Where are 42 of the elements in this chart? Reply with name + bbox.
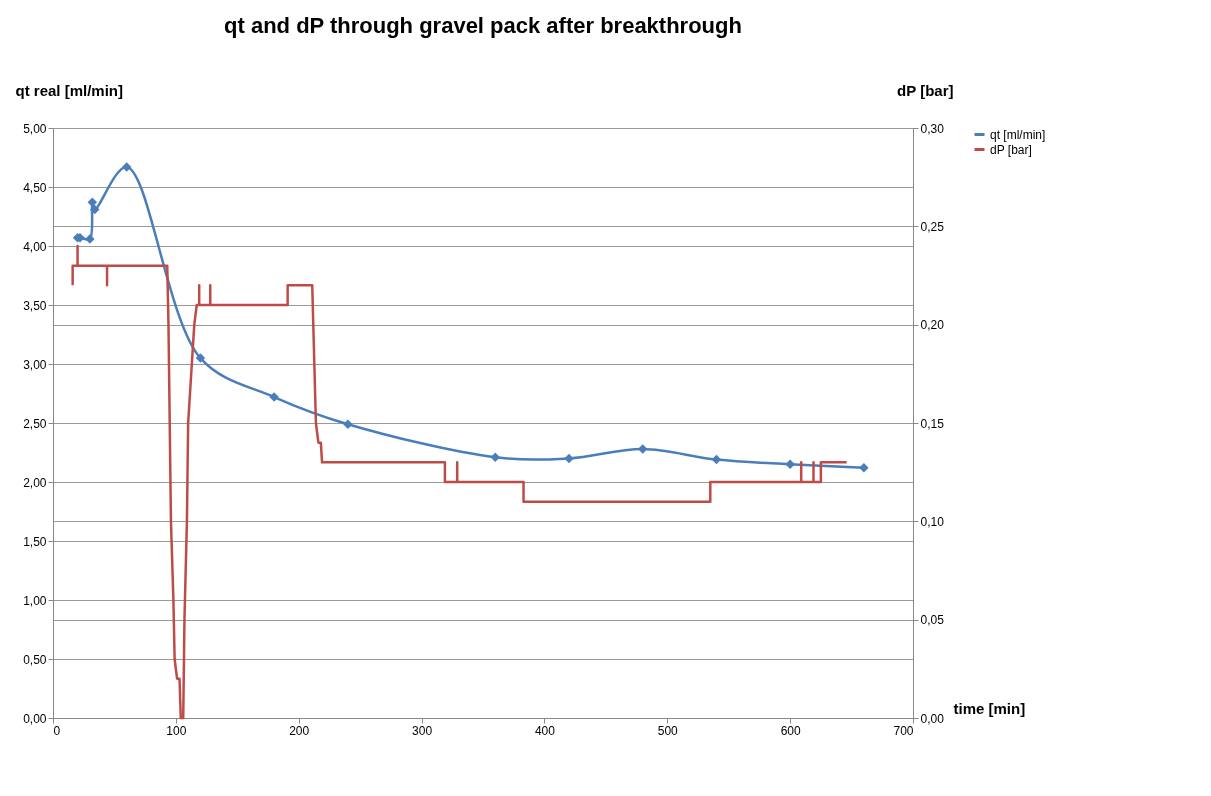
y-axis-title: qt real [ml/min] [15,81,124,99]
legend-label: qt [ml/min] [990,127,1046,142]
y2-tick-label: 0,05 [920,613,945,628]
point [121,162,132,172]
line-series [71,244,848,720]
point [195,353,206,363]
y2-tick-label: 0,20 [920,318,945,333]
legend-label: dP [bar] [990,142,1032,157]
y2-axis-title: dP [bar] [897,81,954,99]
y2-tick-label: 0,15 [920,416,945,431]
y-tick-label: 2,00 [23,475,47,490]
x-tick-label: 600 [780,723,801,738]
point [343,419,353,429]
x-axis-title: time [min] [953,699,1026,717]
point [90,204,100,215]
point [711,454,722,465]
point [564,453,574,464]
y-tick-label: 3,50 [23,298,47,313]
point [785,459,795,470]
y-tick-label: 1,00 [23,593,47,608]
y-tick-label: 0,00 [23,711,47,726]
point [859,463,869,473]
x-tick-label: 400 [534,723,556,738]
y-tick-label: 3,00 [23,357,47,372]
y-tick-label: 5,00 [23,121,47,136]
x-tick-label: 100 [166,723,187,738]
y-tick-label: 0,50 [23,652,47,667]
x-tick-label: 300 [412,723,433,738]
x-tick-label: 500 [657,723,679,738]
y2-tick-label: 0,30 [920,121,945,136]
x-tick-label: 700 [893,723,914,738]
x-tick-label: 0 [53,723,61,738]
y2-tick-label: 0,00 [920,711,945,726]
y-tick-label: 2,50 [23,416,47,431]
y-tick-label: 1,50 [23,534,47,549]
x-tick-label: 200 [289,723,310,738]
y-tick-label: 4,00 [23,239,47,254]
y2-tick-label: 0,25 [920,219,945,234]
y2-tick-label: 0,10 [920,514,945,529]
chart-title: qt and dP through gravel pack after breakthrough [224,13,742,38]
y-tick-label: 4,50 [23,180,47,195]
point [490,452,501,462]
